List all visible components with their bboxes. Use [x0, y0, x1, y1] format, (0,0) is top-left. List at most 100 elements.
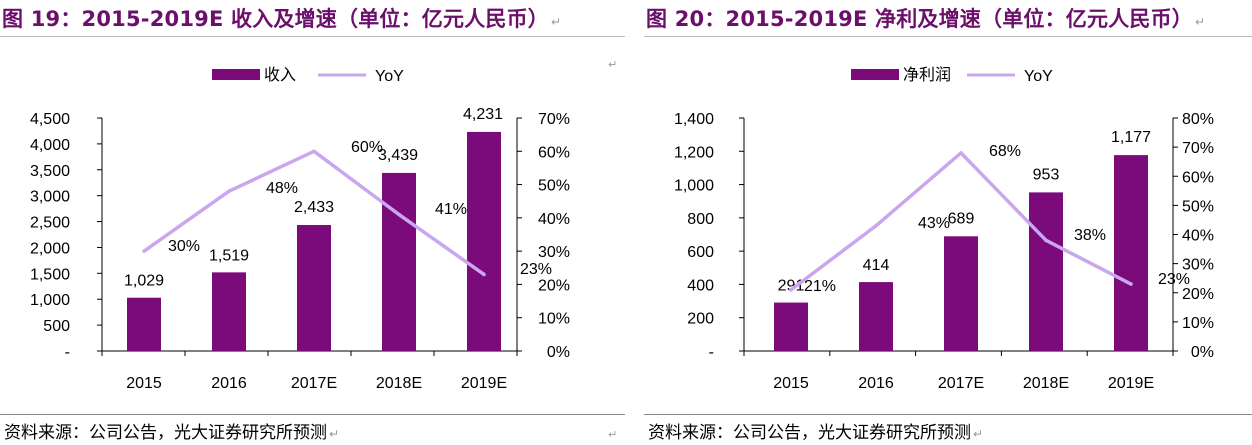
- y-right-tick-label: 70%: [538, 111, 570, 128]
- y-left-tick-label: 800: [687, 211, 714, 228]
- bar-data-label: 1,519: [209, 247, 249, 264]
- x-tick-label: 2015: [773, 375, 809, 392]
- bar-data-label: 414: [863, 257, 890, 274]
- y-left-tick-label: 1,500: [30, 266, 70, 283]
- y-right-tick-label: 30%: [538, 244, 570, 261]
- y-left-tick-label: 2,000: [30, 240, 70, 257]
- y-left-tick-label: -: [709, 344, 714, 361]
- y-left-tick-label: 400: [687, 277, 714, 294]
- bar: [944, 236, 978, 351]
- net-profit-chart: 净利润 YoY - 200 400 600 800 1,000 1,200 1,400 0% 10% 2…: [674, 66, 1214, 392]
- paragraph-mark-icon: ↵: [608, 58, 618, 71]
- x-tick-label: 2019E: [461, 375, 507, 392]
- legend-label-bar: 收入: [264, 66, 296, 84]
- y-left-tick-label: 1,400: [674, 111, 714, 128]
- bar: [127, 297, 161, 351]
- paragraph-mark-icon: ↵: [608, 428, 618, 441]
- y-right-tick-label: 40%: [1182, 228, 1214, 245]
- y-right-tick-label: 50%: [538, 178, 570, 195]
- source-note: 资料来源：公司公告，光大证券研究所预测 ↵: [648, 423, 984, 443]
- bar: [467, 131, 501, 351]
- y-left-tick-label: 3,500: [30, 163, 70, 180]
- chart-title: 图 20：2015-2019E 净利及增速（单位：亿元人民币） ↵: [646, 7, 1206, 31]
- paragraph-mark-icon: ↵: [973, 427, 984, 441]
- x-tick-label: 2015: [126, 375, 162, 392]
- yoy-point: [227, 189, 231, 194]
- y-left-tick-label: 1,000: [30, 292, 70, 309]
- legend-label-bar: 净利润: [903, 66, 951, 84]
- yoy-data-label: 68%: [989, 143, 1021, 160]
- chart-panel-revenue: 图 19：2015-2019E 收入及增速（单位：亿元人民币） ↵ 收入 YoY - 5…: [0, 0, 625, 445]
- yoy-point: [482, 272, 486, 277]
- bar-data-label: 1,177: [1111, 129, 1151, 146]
- y-left-tick-label: 3,000: [30, 189, 70, 206]
- y-right-tick-label: 80%: [1182, 111, 1214, 128]
- y-right-tick-label: 40%: [538, 211, 570, 228]
- source-note: 资料来源：公司公告，光大证券研究所预测 ↵: [4, 423, 340, 443]
- y-left-tick-label: 1,000: [674, 178, 714, 195]
- y-left-tick-label: 1,200: [674, 144, 714, 161]
- yoy-data-label: 38%: [1074, 227, 1106, 244]
- yoy-data-label: 21%: [804, 278, 836, 295]
- y-left-tick-label: 600: [687, 244, 714, 261]
- y-right-tick-label: 0%: [1191, 344, 1214, 361]
- x-tick-label: 2017E: [291, 375, 337, 392]
- bar-data-label: 689: [948, 210, 975, 227]
- y-left-tick-label: 500: [43, 318, 70, 335]
- yoy-data-label: 60%: [351, 139, 383, 156]
- bar: [859, 282, 893, 351]
- divider: [0, 414, 625, 415]
- x-tick-label: 2019E: [1108, 375, 1154, 392]
- yoy-point: [789, 288, 793, 292]
- yoy-data-label: 23%: [1158, 271, 1190, 288]
- y-left-tick-label: 4,500: [30, 111, 70, 128]
- legend-swatch-bar: [851, 69, 899, 80]
- bar-data-label: 3,439: [378, 147, 418, 164]
- yoy-point: [1129, 282, 1133, 286]
- y-left-tick-label: 200: [687, 311, 714, 328]
- y-right-tick-label: 30%: [1182, 257, 1214, 274]
- yoy-point: [142, 249, 146, 253]
- divider: [644, 414, 1252, 415]
- yoy-point: [1044, 238, 1048, 243]
- bar: [1114, 155, 1148, 351]
- yoy-data-label: 41%: [435, 201, 467, 218]
- bar-data-label: 291: [778, 278, 805, 295]
- y-left-tick-label: -: [65, 344, 70, 361]
- bar: [382, 172, 416, 351]
- paragraph-mark-icon: ↵: [551, 15, 562, 29]
- yoy-data-label: 48%: [266, 180, 298, 197]
- bar: [774, 302, 808, 351]
- chart-panel-net-profit: 图 20：2015-2019E 净利及增速（单位：亿元人民币） ↵ 净利润 YoY -…: [644, 0, 1252, 445]
- bar: [297, 225, 331, 351]
- y-right-tick-label: 60%: [538, 144, 570, 161]
- legend-label-line: YoY: [1024, 68, 1053, 85]
- y-right-tick-label: 60%: [1182, 169, 1214, 186]
- yoy-point: [874, 223, 878, 228]
- legend-label-line: YoY: [375, 68, 404, 85]
- y-right-tick-label: 70%: [1182, 140, 1214, 157]
- x-tick-label: 2018E: [1023, 375, 1069, 392]
- paragraph-mark-icon: ↵: [329, 427, 340, 441]
- chart-title: 图 19：2015-2019E 收入及增速（单位：亿元人民币） ↵: [2, 7, 562, 31]
- bar: [212, 272, 246, 351]
- x-tick-label: 2016: [211, 375, 247, 392]
- yoy-point: [959, 151, 963, 155]
- x-tick-label: 2016: [858, 375, 894, 392]
- bar-data-label: 2,433: [294, 199, 334, 216]
- legend-swatch-bar: [212, 69, 260, 80]
- yoy-data-label: 30%: [168, 238, 200, 255]
- yoy-point: [397, 212, 401, 217]
- y-right-tick-label: 0%: [547, 344, 570, 361]
- yoy-data-label: 23%: [520, 261, 552, 278]
- divider: [644, 36, 1252, 37]
- divider: [0, 36, 625, 37]
- bar-data-label: 1,029: [124, 273, 164, 290]
- paragraph-mark-icon: ↵: [1195, 15, 1206, 29]
- yoy-point: [312, 149, 316, 154]
- y-right-tick-label: 10%: [1182, 315, 1214, 332]
- bar-data-label: 4,231: [463, 106, 503, 123]
- yoy-data-label: 43%: [918, 215, 950, 232]
- y-right-tick-label: 20%: [1182, 286, 1214, 303]
- y-right-tick-label: 10%: [538, 311, 570, 328]
